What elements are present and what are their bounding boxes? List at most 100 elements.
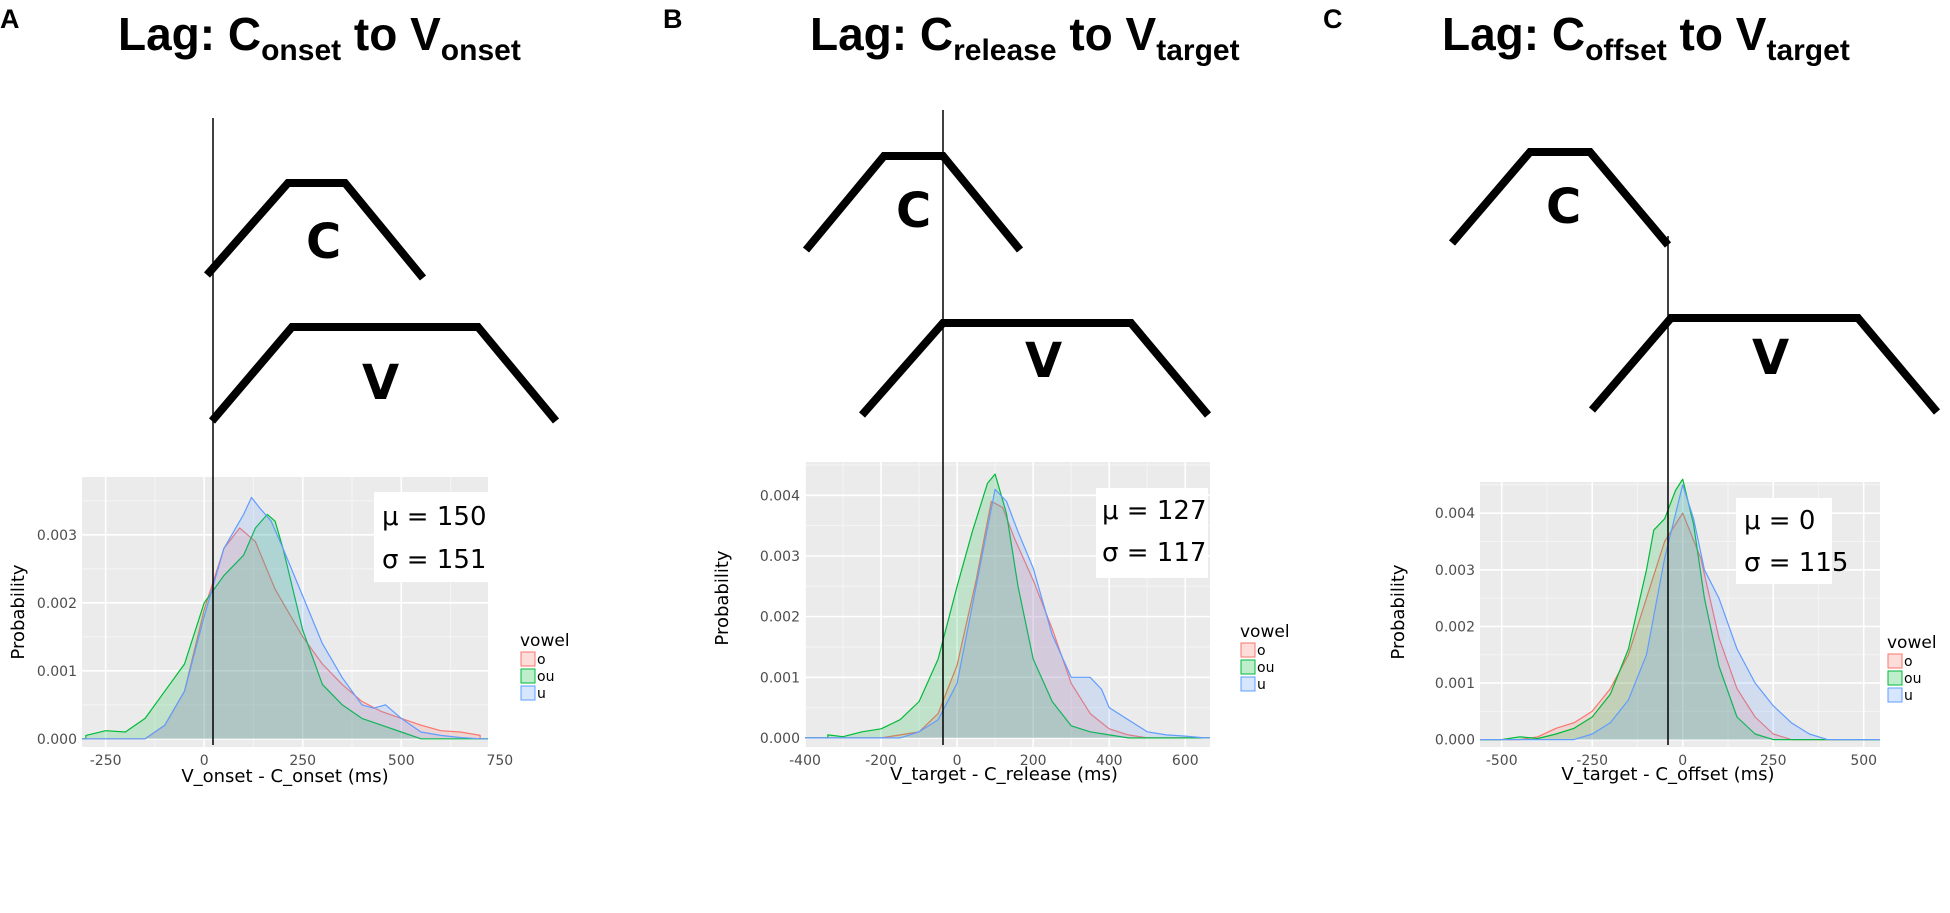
panel-a-y-axis-title: Probability [8, 564, 29, 659]
panel-c-x-tick-label: 500 [1850, 753, 1877, 769]
panel-c-density-series [1480, 478, 1880, 741]
panel-b-legend-title: vowel [1240, 622, 1290, 642]
panel-a-series-o-area [82, 528, 488, 739]
panel-c-legend: vowel o ou u [1887, 633, 1937, 704]
panel-b-title-sub2: target [1156, 34, 1239, 67]
panel-c-v-gesture [1588, 314, 1941, 415]
panel-a-x-axis-title: V_onset - C_onset (ms) [181, 766, 388, 787]
panel-b: B Lag: Crelease to Vtarget C V 0.0000.00… [663, 4, 1290, 785]
panel-c-title: Lag: Coffset to Vtarget [1442, 8, 1850, 67]
panel-a-y-tick-label: 0.002 [37, 596, 77, 612]
panel-label-a: A [0, 4, 20, 34]
panel-b-y-tick-label: 0.000 [760, 731, 800, 747]
panel-b-title-mid: to V [1057, 8, 1157, 60]
panel-c-title-sub2: target [1766, 34, 1849, 67]
panel-c-c-gesture [1448, 148, 1672, 248]
panel-c-y-tick-labels: 0.000 0.001 0.002 0.003 0.004 [1435, 506, 1475, 748]
panel-c-y-tick-label: 0.002 [1435, 619, 1475, 635]
panel-b-legend-label-ou: ou [1257, 660, 1274, 676]
panel-c-title-base: Lag: C [1442, 8, 1585, 60]
panel-a-y-tick-labels: 0.000 0.001 0.002 0.003 [37, 528, 77, 748]
panel-a-gridlines [82, 477, 488, 747]
panel-c-legend-swatch-ou [1887, 670, 1903, 686]
panel-b-c-gesture [802, 152, 1024, 253]
panel-b-density-series [805, 473, 1210, 739]
panel-c-legend-swatch-u [1887, 687, 1903, 703]
panel-a-x-tick-label: -250 [90, 753, 122, 769]
panel-a-v-label: V [362, 355, 399, 411]
panel-b-stats-box [1096, 488, 1208, 578]
panel-c-y-tick-label: 0.001 [1435, 676, 1475, 692]
panel-c-y-axis-title: Probability [1388, 564, 1409, 659]
panel-a-legend-swatch-o [520, 651, 536, 667]
panel-c-legend-label-ou: ou [1904, 671, 1921, 687]
panel-b-legend: vowel o ou u [1240, 622, 1290, 693]
panel-a-y-tick-label: 0.003 [37, 528, 77, 544]
panel-b-v-label: V [1025, 333, 1062, 389]
panel-a-series-ou-line [82, 513, 488, 740]
panel-a-series-u-area [82, 497, 488, 739]
panel-a-series-u-line [82, 496, 488, 740]
panel-b-x-tick-label: 200 [1020, 753, 1047, 769]
panel-c-title-mid: to V [1667, 8, 1767, 60]
panel-c-mu: μ = 0 [1744, 506, 1815, 536]
panel-c-x-tick-label: 250 [1760, 753, 1787, 769]
panel-c-legend-label-o: o [1904, 654, 1913, 670]
panel-a-legend: vowel o ou u [520, 631, 570, 702]
panel-a-legend-swatch-ou [520, 668, 536, 684]
panel-label-c: C [1323, 4, 1343, 34]
panel-b-legend-label-u: u [1257, 677, 1266, 693]
panel-c-v-label: V [1752, 330, 1789, 386]
panel-b-title: Lag: Crelease to Vtarget [810, 8, 1240, 67]
panel-b-title-base: Lag: C [810, 8, 953, 60]
panel-b-x-axis-title: V_target - C_release (ms) [890, 764, 1118, 785]
panel-a-legend-label-o: o [537, 652, 546, 668]
panel-b-legend-label-o: o [1257, 643, 1266, 659]
panel-c-x-tick-label: -250 [1576, 753, 1608, 769]
panel-b-sigma: σ = 117 [1102, 538, 1206, 568]
panel-a-x-tick-label: 250 [289, 753, 316, 769]
panel-b-x-tick-label: -200 [865, 753, 897, 769]
panel-b-series-ou-area [805, 474, 1210, 738]
panel-b-series-ou-line [805, 473, 1210, 739]
panel-b-plot: 0.000 0.001 0.002 0.003 0.004 -400 -200 0 200 40… [760, 462, 1210, 769]
panel-c-stats-box [1736, 498, 1832, 584]
panel-c-x-tick-labels: -500 -250 0 250 500 [1486, 753, 1877, 769]
panel-a-mu: μ = 150 [382, 502, 486, 532]
panel-c-series-o-area [1480, 513, 1880, 740]
panel-b-y-tick-labels: 0.000 0.001 0.002 0.003 0.004 [760, 488, 800, 747]
panel-a-x-tick-labels: -250 0 250 500 750 [90, 753, 513, 769]
panel-c-series-ou-line [1480, 478, 1880, 741]
panel-b-x-tick-label: -400 [789, 753, 821, 769]
panel-c-y-tick-label: 0.004 [1435, 506, 1475, 522]
panel-b-y-tick-label: 0.002 [760, 610, 800, 626]
panel-c-series-u-area [1480, 484, 1880, 740]
panel-a-density-series [82, 496, 488, 740]
panel-a-legend-label-u: u [537, 686, 546, 702]
panel-b-mu: μ = 127 [1102, 496, 1206, 526]
panel-a-v-gesture [208, 323, 560, 424]
panel-a-y-tick-label: 0.000 [37, 732, 77, 748]
panel-b-y-axis-title: Probability [712, 550, 733, 645]
panel-a-legend-swatch-u [520, 685, 536, 701]
panel-c-series-ou-area [1480, 479, 1880, 740]
panel-c-y-tick-label: 0.003 [1435, 563, 1475, 579]
panel-c-series-o-line [1480, 512, 1880, 741]
panel-b-c-label: C [896, 183, 931, 239]
panel-a-title-base: Lag: C [118, 8, 261, 60]
panel-b-legend-swatch-u [1240, 676, 1256, 692]
panel-c-gridlines [1480, 482, 1880, 747]
panel-a-legend-label-ou: ou [537, 669, 554, 685]
panel-b-legend-swatch-o [1240, 642, 1256, 658]
panel-b-x-tick-label: 600 [1172, 753, 1199, 769]
panel-a-x-tick-label: 0 [200, 753, 209, 769]
panel-b-series-u-line [805, 488, 1210, 739]
panel-b-title-sub1: release [953, 34, 1056, 67]
panel-b-x-tick-label: 400 [1096, 753, 1123, 769]
panel-a-title-sub2: onset [441, 34, 521, 67]
panel-c-c-label: C [1546, 179, 1581, 235]
panel-c-x-tick-label: 0 [1678, 753, 1687, 769]
panel-a-x-tick-label: 750 [486, 753, 513, 769]
panel-c-y-tick-label: 0.000 [1435, 733, 1475, 749]
